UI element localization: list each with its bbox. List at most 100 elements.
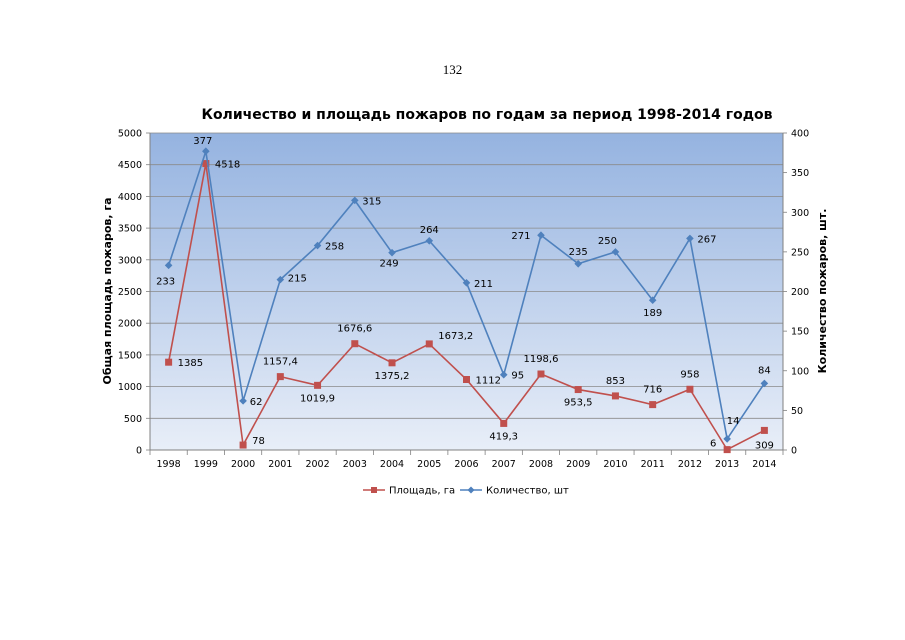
area-point: [202, 160, 210, 168]
left-tick-label: 5000: [118, 129, 142, 140]
count-data-label: 215: [288, 274, 307, 285]
area-data-label: 1375,2: [375, 371, 410, 382]
x-tick-label: 2005: [417, 459, 441, 470]
count-data-label: 233: [156, 276, 175, 287]
left-tick-label: 500: [124, 414, 142, 425]
count-data-label: 250: [598, 236, 617, 247]
right-tick-label: 50: [791, 406, 803, 417]
x-tick-label: 2003: [343, 459, 367, 470]
area-data-label: 1385: [178, 358, 203, 369]
area-data-label: 78: [252, 436, 265, 447]
area-data-label: 6: [710, 439, 716, 450]
left-tick-label: 4500: [118, 160, 142, 171]
area-data-label: 309: [755, 440, 774, 451]
area-data-label: 1198,6: [523, 354, 558, 365]
area-point: [760, 426, 768, 434]
area-point: [314, 381, 322, 389]
area-point: [351, 340, 359, 348]
axes: 0500100015002000250030003500400045005000…: [118, 129, 809, 471]
x-tick-label: 2004: [380, 459, 404, 470]
x-tick-label: 2009: [566, 459, 590, 470]
count-point: [611, 248, 620, 256]
area-data-label: 419,3: [489, 431, 518, 442]
count-data-label: 95: [511, 371, 524, 382]
count-data-label: 189: [643, 308, 662, 319]
count-point: [276, 275, 285, 284]
count-point: [574, 259, 583, 268]
area-data-label: 1676,6: [337, 324, 372, 335]
left-tick-label: 2500: [118, 287, 142, 298]
count-point: [350, 196, 359, 205]
legend: Площадь, га Количество, шт: [363, 486, 569, 497]
area-data-label: 716: [643, 385, 662, 396]
x-tick-label: 2007: [492, 459, 516, 470]
count-data-label: 84: [758, 365, 771, 376]
count-legend-label: Количество, шт: [486, 486, 569, 497]
count-data-label: 258: [325, 242, 344, 253]
area-point: [537, 370, 545, 378]
x-tick-label: 1999: [194, 459, 218, 470]
area-point: [165, 358, 173, 366]
left-tick-label: 1000: [118, 382, 142, 393]
area-point: [276, 373, 284, 381]
count-data-label: 271: [511, 231, 530, 242]
count-point: [648, 296, 657, 305]
x-tick-label: 2010: [603, 459, 627, 470]
area-point: [425, 340, 433, 348]
area-point: [388, 359, 396, 367]
count-point: [686, 234, 694, 243]
count-point: [388, 248, 396, 257]
left-tick-label: 3000: [118, 255, 142, 266]
right-tick-label: 350: [791, 168, 809, 179]
area-legend-marker: [371, 487, 377, 493]
area-point: [649, 401, 657, 409]
area-data-label: 958: [680, 369, 699, 380]
left-tick-label: 3500: [118, 224, 142, 235]
count-point: [537, 231, 545, 240]
series-layer: [164, 147, 769, 454]
left-tick-label: 4000: [118, 192, 142, 203]
area-data-label: 1019,9: [300, 393, 335, 404]
x-tick-label: 2002: [305, 459, 329, 470]
area-data-label: 1157,4: [263, 357, 298, 368]
data-labels: 1385 4518 78 1157,4 1019,9 1676,6 1375,2 1673,2…: [156, 136, 774, 451]
right-tick-label: 150: [791, 327, 809, 338]
area-point: [500, 419, 508, 427]
count-data-label: 62: [250, 397, 263, 408]
count-point: [723, 435, 731, 443]
count-data-label: 211: [474, 279, 493, 290]
area-point: [574, 386, 582, 394]
count-point: [425, 236, 434, 245]
right-tick-label: 200: [791, 287, 809, 298]
count-data-label: 235: [569, 247, 588, 258]
area-data-label: 1673,2: [438, 331, 473, 342]
count-legend-marker: [467, 486, 475, 494]
left-tick-label: 1500: [118, 350, 142, 361]
x-tick-label: 2014: [752, 459, 776, 470]
count-data-label: 249: [379, 259, 398, 270]
area-point: [723, 446, 731, 454]
area-data-label: 1112: [476, 375, 501, 386]
right-tick-label: 100: [791, 366, 809, 377]
count-data-label: 377: [193, 136, 212, 147]
x-tick-label: 1998: [157, 459, 181, 470]
area-data-label: 953,5: [564, 398, 593, 409]
count-data-label: 14: [727, 416, 740, 427]
area-legend-label: Площадь, га: [389, 486, 455, 497]
left-tick-label: 0: [136, 446, 142, 457]
right-axis-title: Количество пожаров, шт.: [816, 209, 829, 374]
area-point: [686, 385, 694, 393]
count-data-label: 315: [362, 196, 381, 207]
count-point: [313, 241, 322, 250]
right-tick-label: 0: [791, 446, 797, 457]
count-point: [164, 261, 173, 270]
count-point: [760, 379, 769, 388]
area-point: [239, 441, 247, 449]
right-tick-label: 400: [791, 129, 809, 140]
area-point: [611, 392, 619, 400]
page-number: 132: [442, 62, 463, 77]
x-tick-label: 2012: [678, 459, 702, 470]
left-tick-label: 2000: [118, 319, 142, 330]
count-point: [239, 397, 247, 405]
x-tick-label: 2001: [268, 459, 292, 470]
